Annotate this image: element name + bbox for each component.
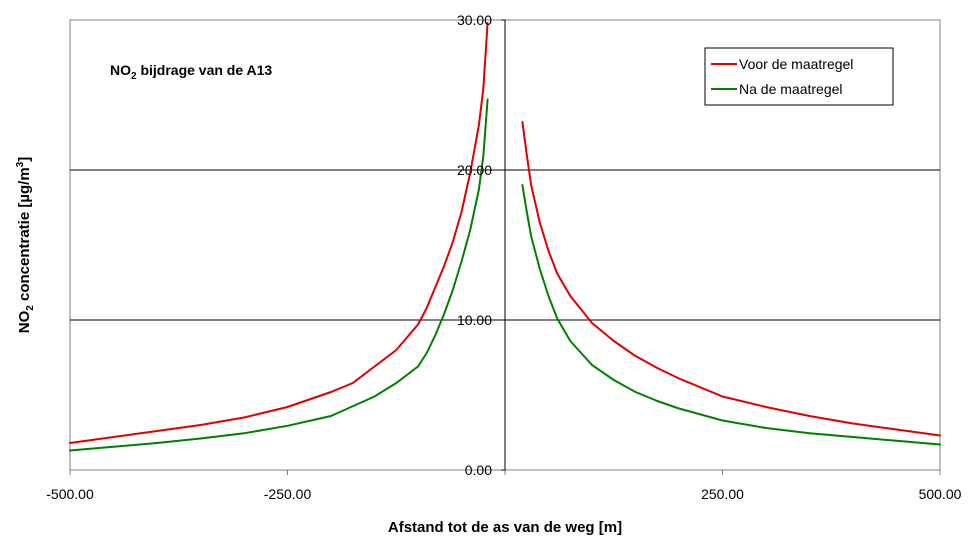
x-tick-label-4: 500.00 <box>919 486 962 502</box>
y-tick-label-3: 30.00 <box>457 12 492 28</box>
legend-box <box>704 47 894 106</box>
x-axis-title: Afstand tot de as van de weg [m] <box>388 519 622 536</box>
y-tick-label-2: 20.00 <box>457 162 492 178</box>
series-1-segment-0 <box>69 98 489 452</box>
x-tick-label-0: -500.00 <box>46 486 94 502</box>
y-axis-title: NO2 concentratie [µg/m3] <box>15 157 36 333</box>
legend: Voor de maatregel Na de maatregel <box>704 47 894 106</box>
series-layer <box>69 22 941 452</box>
series-0-segment-1 <box>521 121 941 437</box>
series-1-segment-1 <box>521 184 941 446</box>
x-tick-label-1: -250.00 <box>264 486 312 502</box>
tick-labels: -500.00 -250.00 250.00 500.00 0.00 10.00 20.00… <box>46 12 961 502</box>
y-tick-label-0: 0.00 <box>465 462 492 478</box>
axes <box>69 19 941 475</box>
chart-annotation: NO2 bijdrage van de A13 <box>110 62 272 82</box>
legend-label-voor: Voor de maatregel <box>739 56 853 72</box>
x-tick-label-3: 250.00 <box>701 486 744 502</box>
y-tick-label-1: 10.00 <box>457 312 492 328</box>
legend-label-na: Na de maatregel <box>739 81 843 97</box>
series-0-segment-0 <box>69 22 489 444</box>
